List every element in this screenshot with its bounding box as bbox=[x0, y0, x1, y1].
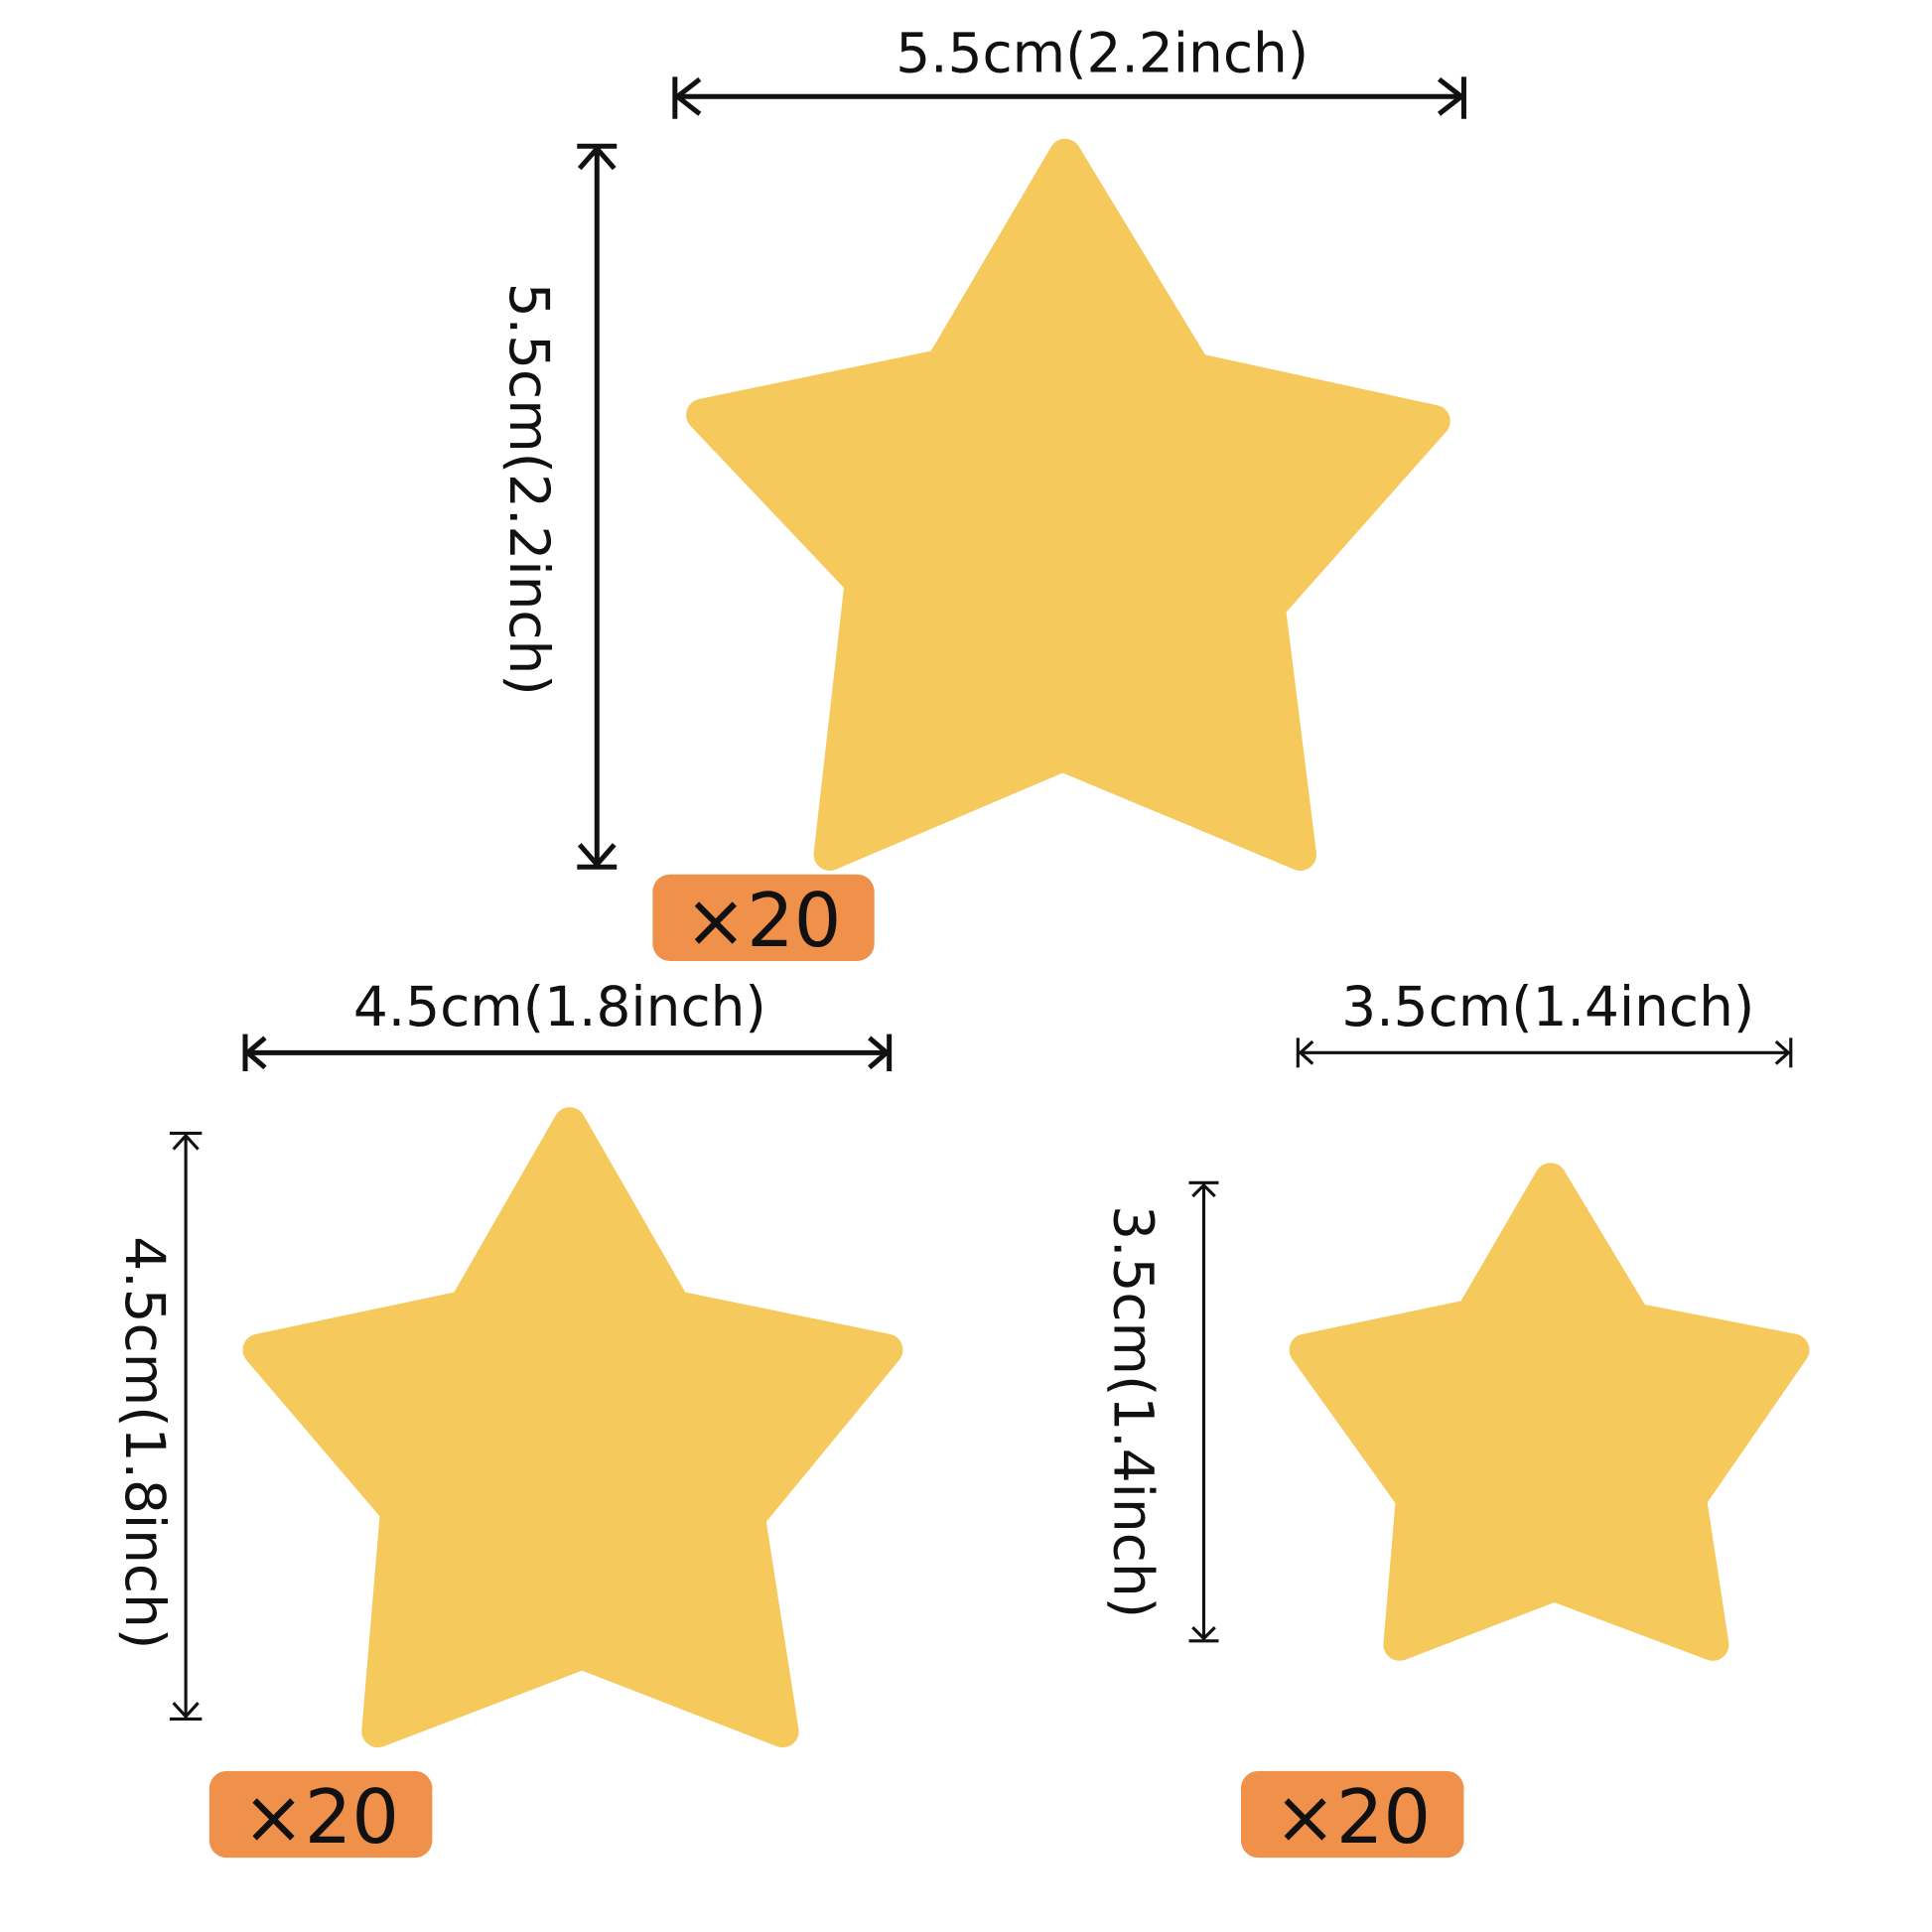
quantity-badge-large: ×20 bbox=[652, 874, 875, 964]
svg-text:×20: ×20 bbox=[684, 878, 841, 964]
width-label-medium: 4.5cm(1.8inch) bbox=[353, 975, 766, 1038]
quantity-badge-small: ×20 bbox=[1240, 1770, 1464, 1861]
star-large: 5.5cm(2.2inch) 5.5cm(2.2inch) ×20 bbox=[497, 21, 1466, 964]
width-label-large: 5.5cm(2.2inch) bbox=[896, 21, 1309, 84]
star-small: 3.5cm(1.4inch) 3.5cm(1.4inch) ×20 bbox=[1102, 975, 1810, 1861]
star-small-shape bbox=[1289, 1163, 1810, 1661]
width-dimension-large bbox=[672, 76, 1466, 119]
star-medium: 4.5cm(1.8inch) 4.5cm(1.8inch) ×20 bbox=[113, 975, 903, 1861]
quantity-badge-medium: ×20 bbox=[208, 1770, 433, 1861]
height-dimension-large bbox=[577, 143, 618, 870]
width-label-small: 3.5cm(1.4inch) bbox=[1341, 975, 1754, 1038]
svg-text:×20: ×20 bbox=[1274, 1774, 1431, 1861]
star-large-shape bbox=[686, 138, 1450, 871]
width-dimension-medium bbox=[242, 1034, 893, 1072]
svg-text:×20: ×20 bbox=[242, 1774, 399, 1861]
height-label-medium: 4.5cm(1.8inch) bbox=[113, 1236, 177, 1649]
star-medium-shape bbox=[242, 1107, 903, 1748]
width-dimension-small bbox=[1296, 1037, 1793, 1068]
height-label-small: 3.5cm(1.4inch) bbox=[1102, 1205, 1166, 1618]
height-dimension-medium bbox=[169, 1131, 203, 1722]
height-label-large: 5.5cm(2.2inch) bbox=[497, 283, 561, 696]
height-dimension-small bbox=[1188, 1180, 1219, 1643]
